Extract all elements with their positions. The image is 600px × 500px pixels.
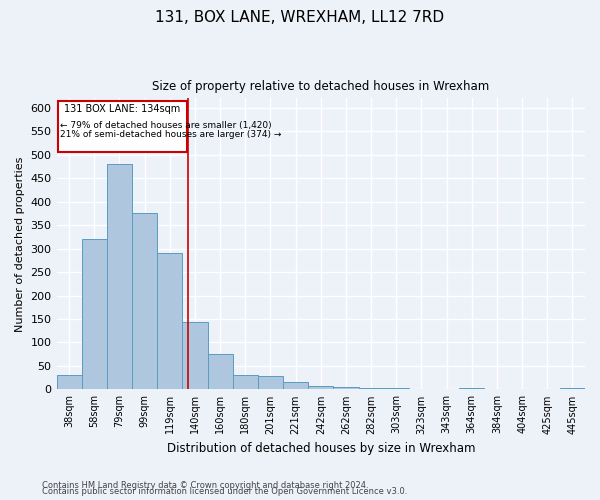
Bar	[258, 376, 283, 390]
Bar	[82, 239, 107, 390]
Text: 131 BOX LANE: 134sqm: 131 BOX LANE: 134sqm	[64, 104, 181, 114]
Bar	[383, 388, 409, 390]
Bar	[560, 388, 585, 390]
Bar	[107, 164, 132, 390]
Bar	[459, 388, 484, 390]
Text: 131, BOX LANE, WREXHAM, LL12 7RD: 131, BOX LANE, WREXHAM, LL12 7RD	[155, 10, 445, 25]
Bar	[308, 386, 334, 390]
Bar	[283, 382, 308, 390]
Text: 21% of semi-detached houses are larger (374) →: 21% of semi-detached houses are larger (…	[60, 130, 281, 140]
Bar	[334, 387, 359, 390]
Bar	[208, 354, 233, 390]
X-axis label: Distribution of detached houses by size in Wrexham: Distribution of detached houses by size …	[167, 442, 475, 455]
Title: Size of property relative to detached houses in Wrexham: Size of property relative to detached ho…	[152, 80, 490, 93]
Bar	[182, 322, 208, 390]
Text: Contains HM Land Registry data © Crown copyright and database right 2024.: Contains HM Land Registry data © Crown c…	[42, 481, 368, 490]
Bar	[233, 376, 258, 390]
Bar	[132, 214, 157, 390]
Text: Contains public sector information licensed under the Open Government Licence v3: Contains public sector information licen…	[42, 487, 407, 496]
Bar	[157, 254, 182, 390]
FancyBboxPatch shape	[58, 100, 187, 152]
Y-axis label: Number of detached properties: Number of detached properties	[15, 156, 25, 332]
Bar	[359, 388, 383, 390]
Text: ← 79% of detached houses are smaller (1,420): ← 79% of detached houses are smaller (1,…	[60, 121, 271, 130]
Bar	[56, 376, 82, 390]
